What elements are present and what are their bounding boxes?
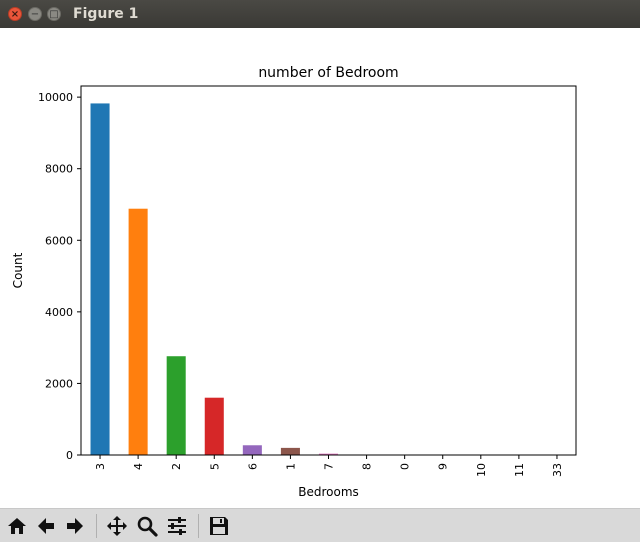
bar-7 <box>318 453 339 455</box>
x-tick-label: 3 <box>94 463 107 470</box>
x-tick-label: 5 <box>208 463 221 470</box>
bar-3 <box>90 103 110 456</box>
configure-subplots-button[interactable] <box>164 513 190 539</box>
close-window-button[interactable]: × <box>8 7 22 21</box>
toolbar-separator <box>198 514 199 538</box>
y-tick-label: 10000 <box>38 91 73 104</box>
y-tick-label: 8000 <box>45 163 73 176</box>
home-button[interactable] <box>4 513 30 539</box>
save-icon <box>210 517 228 535</box>
bar-2 <box>166 356 186 455</box>
bar-1 <box>280 447 300 455</box>
x-axis-label: Bedrooms <box>298 485 359 499</box>
y-tick-label: 4000 <box>45 306 73 319</box>
home-icon <box>8 518 26 534</box>
x-tick-label: 6 <box>246 463 259 470</box>
x-tick-label: 33 <box>551 463 564 477</box>
maximize-window-button[interactable]: □ <box>47 7 61 21</box>
subplots-config-icon <box>168 517 186 535</box>
y-tick-label: 6000 <box>45 234 73 247</box>
zoom-icon <box>137 516 158 537</box>
plot-frame <box>80 85 577 456</box>
x-tick-label: 2 <box>170 463 183 470</box>
back-arrow-icon <box>38 518 54 534</box>
x-tick-label: 4 <box>132 463 145 470</box>
chart-title: number of Bedroom <box>258 65 398 81</box>
forward-arrow-icon <box>67 518 83 534</box>
navigation-toolbar <box>0 508 640 542</box>
x-tick-label: 1 <box>284 463 297 470</box>
x-tick-label: 7 <box>323 463 336 470</box>
window-titlebar: × − □ Figure 1 <box>0 0 640 28</box>
toolbar-separator <box>96 514 97 538</box>
pan-icon <box>107 516 127 536</box>
y-tick-label: 0 <box>66 449 73 462</box>
save-button[interactable] <box>206 513 232 539</box>
y-tick-label: 2000 <box>45 377 73 390</box>
y-axis-label: Count <box>11 252 25 288</box>
bar-5 <box>204 397 224 455</box>
back-button[interactable] <box>33 513 59 539</box>
bar-6 <box>242 445 262 455</box>
zoom-button[interactable] <box>134 513 160 539</box>
x-tick-label: 10 <box>475 463 488 477</box>
window-title: Figure 1 <box>73 6 139 22</box>
x-tick-label: 9 <box>437 463 450 470</box>
x-tick-label: 0 <box>399 463 412 470</box>
minimize-window-button[interactable]: − <box>28 7 42 21</box>
x-tick-label: 8 <box>361 463 374 470</box>
forward-button[interactable] <box>62 513 88 539</box>
figure-canvas: 0 2000 4000 6000 8000 10000 3 4 2 5 6 1 7 8 0 9 10 11 33 … <box>0 28 640 508</box>
pan-button[interactable] <box>104 513 130 539</box>
x-tick-label: 11 <box>513 463 526 477</box>
bar-4 <box>128 208 148 455</box>
